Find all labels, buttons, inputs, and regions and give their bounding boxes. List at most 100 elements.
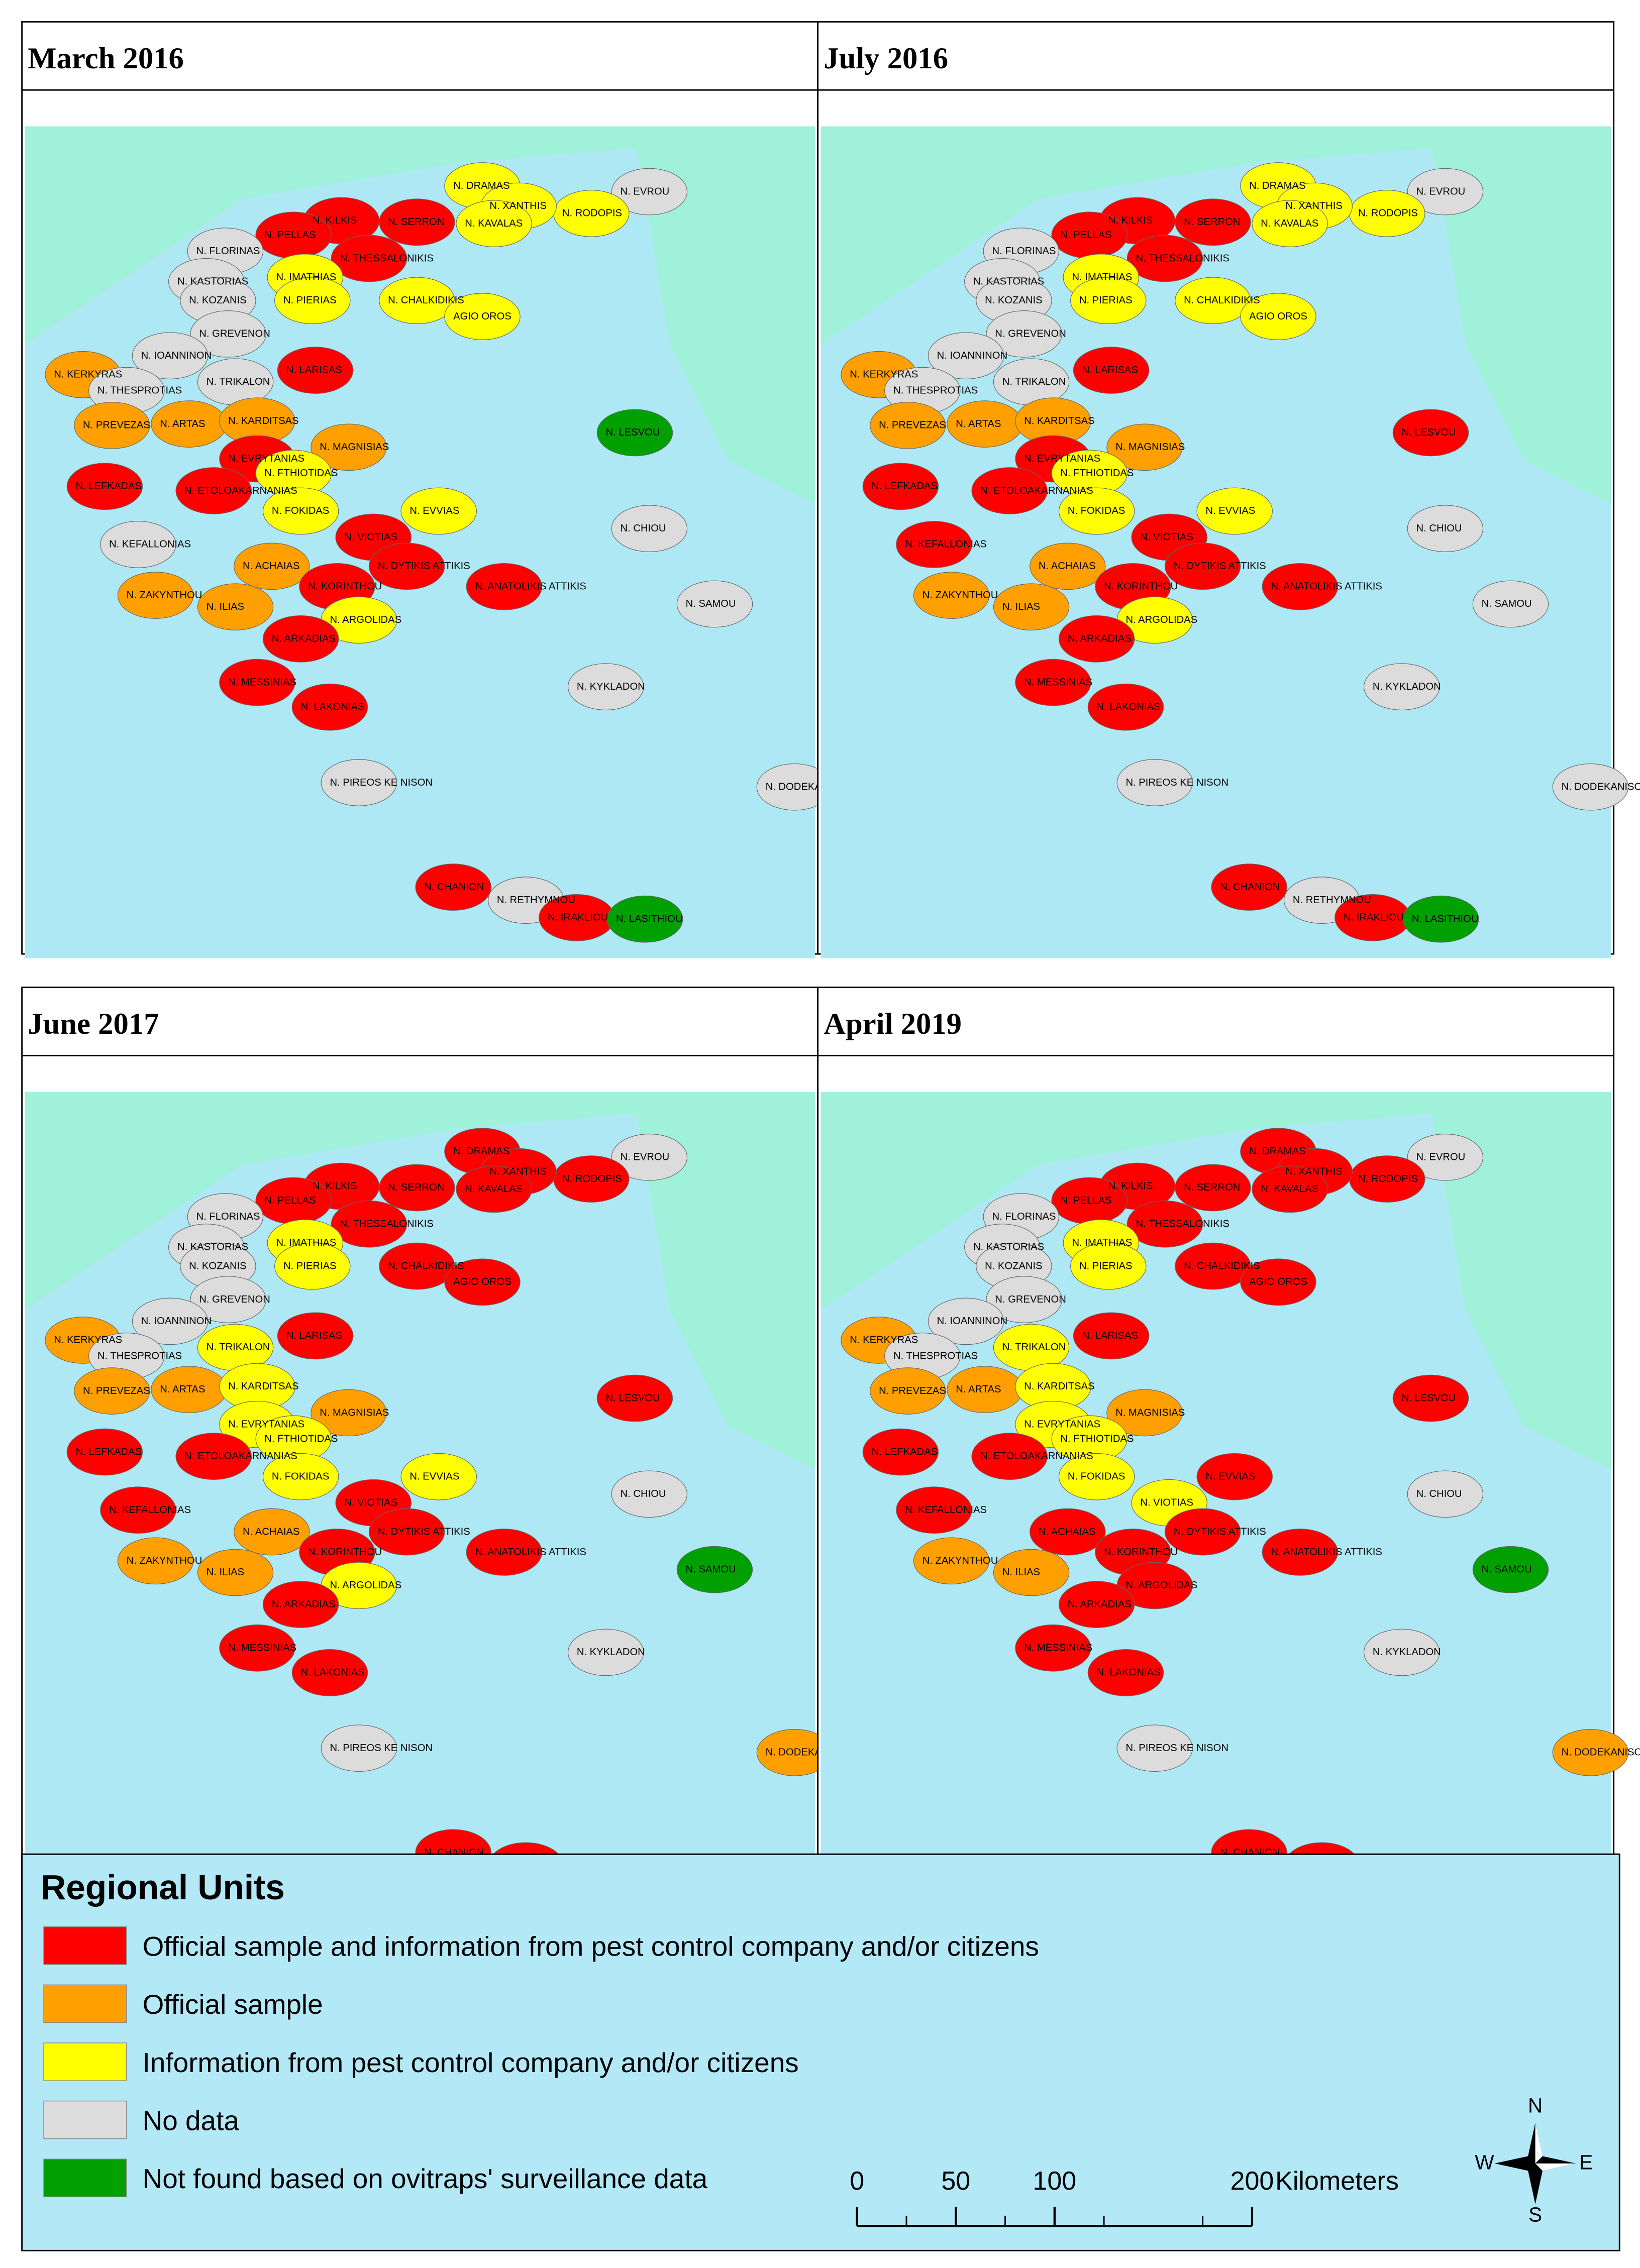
region-label: N. EVROU <box>1416 186 1466 197</box>
region <box>1126 1200 1203 1248</box>
region <box>1030 1508 1106 1556</box>
region-label: N. PIERIAS <box>1079 1260 1133 1271</box>
region-label: N. KORINTHOU <box>308 581 382 592</box>
region <box>1240 1258 1316 1306</box>
region <box>262 487 339 535</box>
region-label: N. EVRYTANIAS <box>1024 453 1100 464</box>
region-label: N. DRAMAS <box>453 180 509 191</box>
region-label: N. ETOLOAKARNANIAS <box>980 1451 1093 1462</box>
compass-star-light <box>1535 2122 1543 2164</box>
legend-label: No data <box>143 2105 240 2136</box>
compass-e: E <box>1579 2150 1593 2174</box>
scale-unit: Kilometers <box>1275 2167 1399 2196</box>
region <box>567 663 644 711</box>
region-label: N. KARDITSAS <box>1024 1381 1094 1392</box>
region-label: N. KILKIS <box>1108 1180 1153 1192</box>
region-label: N. RETHYMNOU <box>497 895 575 906</box>
region-label: N. RETHYMNOU <box>1293 895 1371 906</box>
region <box>262 615 339 663</box>
region-label: N. VIOTIAS <box>1140 531 1193 543</box>
region-label: N. CHIOU <box>1416 523 1462 534</box>
region-label: N. KEFALLONIAS <box>109 539 191 550</box>
region-label: N. LAKONIAS <box>1097 701 1161 712</box>
region-label: N. LARISAS <box>286 365 342 376</box>
region <box>1552 763 1629 811</box>
region-label: N. PREVEZAS <box>879 420 946 431</box>
region <box>197 1549 274 1596</box>
region-label: N. KAVALAS <box>465 218 523 229</box>
region <box>611 1470 688 1518</box>
region-label: N. PELLAS <box>1060 1195 1111 1206</box>
legend-swatch <box>43 2100 127 2139</box>
region <box>1211 863 1287 911</box>
compass: N E S W <box>1475 2094 1593 2226</box>
region <box>676 580 753 628</box>
region <box>1073 347 1150 394</box>
region-label: N. XANTHIS <box>1285 1166 1342 1177</box>
region-label: N. LASITHIOU <box>616 913 683 924</box>
region <box>66 463 143 510</box>
region <box>190 310 266 358</box>
region-label: N. TRIKALON <box>207 1342 270 1353</box>
region <box>274 1242 351 1290</box>
region-label: N. GREVENON <box>995 329 1066 340</box>
region <box>1262 1529 1339 1576</box>
region <box>117 572 194 619</box>
region-label: N. EVRYTANIAS <box>228 453 304 464</box>
legend-swatch <box>43 1926 127 1965</box>
neighbour-land <box>25 1092 815 1470</box>
region <box>870 1367 946 1415</box>
region-label: N. KOZANIS <box>189 295 247 306</box>
neighbour-land <box>821 1092 1611 1470</box>
region <box>1058 1581 1135 1628</box>
region-label: N. IOANNINON <box>141 350 212 361</box>
region <box>291 683 368 731</box>
region-label: N. VIOTIAS <box>344 531 397 543</box>
region-label: N. ACHAIAS <box>1039 561 1095 572</box>
region <box>1407 1470 1484 1518</box>
region-label: N. ARKADIAS <box>1068 633 1132 644</box>
region-label: N. PREVEZAS <box>83 420 150 431</box>
region <box>1058 1453 1135 1500</box>
region-label: N. KILKIS <box>313 1180 357 1192</box>
region-label: N. KILKIS <box>313 215 357 226</box>
region-label: N. ANATOLIKIS ATTIKIS <box>475 581 586 592</box>
map-panel: March 2016 N. EVROU N. DRAMAS N. RODOPIS N. … <box>21 21 854 958</box>
region-label: N. KASTORIAS <box>973 276 1044 287</box>
region-label: N. KYKLADON <box>1373 681 1441 692</box>
region-label: N. EVRYTANIAS <box>228 1419 304 1430</box>
region-label: N. DODEKANISON <box>1562 781 1640 792</box>
region-label: N. IRAKLIOU <box>548 912 608 923</box>
region-label: N. EVROU <box>621 186 670 197</box>
region-label: N. LEFKADAS <box>872 1446 938 1457</box>
region-label: N. IMATHIAS <box>1072 1237 1133 1248</box>
legend-label: Information from pest control company an… <box>143 2047 799 2078</box>
region-label: N. PIERIAS <box>1079 295 1133 306</box>
region-label: N. PIREOS KE NISON <box>330 1743 432 1754</box>
region <box>1116 759 1193 806</box>
region <box>311 1389 387 1437</box>
region-label: N. GREVENON <box>199 1294 270 1305</box>
region-label: N. MESSINIAS <box>228 677 296 688</box>
region <box>567 1629 644 1676</box>
region-label: N. THESSALONIKIS <box>1136 1218 1229 1229</box>
region <box>1196 487 1273 535</box>
region-label: N. CHALKIDIKIS <box>388 295 464 306</box>
region <box>971 467 1048 514</box>
region <box>456 1165 532 1213</box>
region-label: N. KARDITSAS <box>228 415 298 426</box>
region-label: N. EVRYTANIAS <box>1024 1419 1100 1430</box>
region-label: N. LAKONIAS <box>301 701 365 712</box>
region <box>1392 1374 1469 1422</box>
region <box>1058 487 1135 535</box>
region <box>74 402 150 449</box>
region-label: N. XANTHIS <box>1285 200 1342 211</box>
region-label: N. EVROU <box>621 1152 670 1163</box>
region <box>1407 168 1484 215</box>
region <box>321 759 397 806</box>
region-label: N. KAVALAS <box>1261 1183 1318 1195</box>
region-label: N. SERRON <box>1184 1182 1240 1193</box>
region-label: N. FTHIOTIDAS <box>1060 1433 1134 1444</box>
region <box>1087 683 1164 731</box>
region-label: N. MESSINIAS <box>1024 677 1092 688</box>
